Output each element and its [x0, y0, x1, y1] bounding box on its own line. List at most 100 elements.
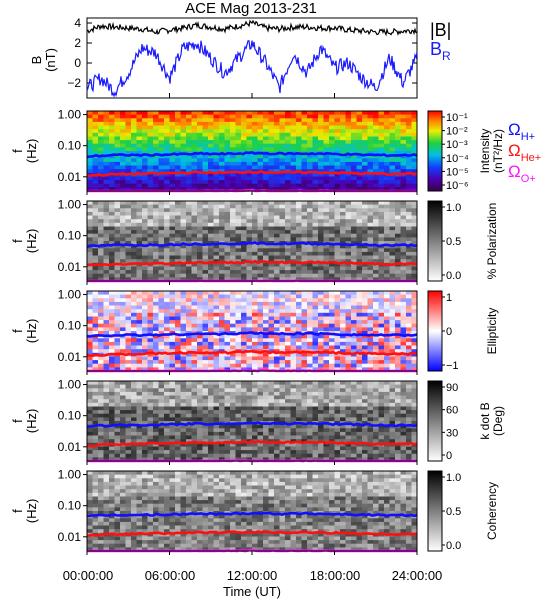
spectrogram-cell	[373, 341, 379, 346]
spectrogram-cell	[351, 169, 357, 174]
spectrogram-cell	[290, 356, 297, 361]
spectrogram-cell	[246, 183, 253, 188]
spectrogram-cell	[180, 237, 187, 242]
spectrogram-cell	[197, 402, 203, 407]
spectrogram-cell	[334, 316, 341, 321]
spectrogram-cell	[340, 132, 346, 137]
spectrogram-cell	[307, 316, 313, 321]
spectrogram-cell	[362, 294, 368, 299]
spectrogram-cell	[235, 363, 242, 368]
spectrogram-cell	[241, 298, 247, 303]
spectrogram-cell	[296, 413, 302, 418]
spectrogram-cell	[257, 435, 264, 440]
spectrogram-cell	[268, 391, 275, 396]
spectrogram-cell	[92, 259, 99, 264]
spectrogram-cell	[246, 381, 253, 385]
spectrogram-cell	[164, 204, 170, 209]
spectrogram-cell	[191, 165, 198, 170]
spectrogram-cell	[307, 384, 313, 389]
spectrogram-cell	[142, 384, 148, 389]
spectrogram-cell	[329, 114, 335, 119]
spectrogram-cell	[395, 158, 401, 163]
spectrogram-cell	[252, 410, 258, 415]
spectrogram-cell	[147, 312, 154, 317]
spectrogram-cell	[400, 151, 407, 155]
spectrogram-cell	[120, 402, 126, 407]
spectrogram-cell	[197, 395, 203, 400]
spectrogram-cell	[312, 309, 319, 314]
spectrogram-cell	[252, 111, 258, 115]
spectrogram-cell	[125, 129, 132, 134]
spectrogram-cell	[367, 262, 374, 267]
spectrogram-cell	[153, 384, 159, 389]
spectrogram-cell	[340, 154, 346, 159]
freq-ylabel-unit: (Hz)	[24, 229, 39, 254]
spectrogram-cell	[197, 410, 203, 415]
spectrogram-cell	[351, 316, 357, 321]
spectrogram-cell	[147, 118, 154, 123]
spectrogram-cell	[208, 428, 214, 433]
colorbar-tick-label: 1.0	[446, 202, 461, 214]
spectrogram-cell	[202, 277, 209, 282]
spectrogram-cell	[186, 180, 192, 185]
spectrogram-cell	[136, 298, 143, 303]
spectrogram-cell	[131, 183, 137, 188]
spectrogram-cell	[395, 237, 401, 242]
spectrogram-cell	[329, 172, 335, 177]
spectrogram-cell	[120, 208, 126, 213]
spectrogram-cell	[395, 309, 401, 314]
spectrogram-cell	[312, 244, 319, 249]
spectrogram-cell	[329, 305, 335, 310]
spectrogram-cell	[224, 399, 231, 404]
spectrogram-cell	[219, 305, 225, 310]
spectrogram-cell	[169, 143, 176, 148]
spectrogram-cell	[202, 305, 209, 310]
spectrogram-cell	[92, 381, 99, 385]
spectrogram-cell	[219, 360, 225, 365]
spectrogram-cell	[395, 143, 401, 148]
spectrogram-cell	[362, 244, 368, 249]
spectrogram-cell	[153, 334, 159, 339]
spectrogram-cell	[175, 140, 181, 145]
spectrogram-cell	[362, 360, 368, 365]
spectrogram-cell	[334, 222, 341, 227]
spectrogram-cell	[186, 262, 192, 267]
spectrogram-cell	[169, 154, 176, 159]
spectrogram-cell	[301, 211, 308, 216]
spectrogram-cell	[268, 140, 275, 145]
spectrogram-cell	[202, 114, 209, 119]
spectrogram-cell	[175, 172, 181, 177]
spectrogram-cell	[268, 270, 275, 275]
spectrogram-cell	[334, 352, 341, 357]
spectrogram-cell	[307, 187, 313, 192]
spectrogram-cell	[235, 208, 242, 213]
spectrogram-cell	[164, 273, 170, 278]
spectrogram-cell	[318, 183, 324, 188]
spectrogram-cell	[109, 230, 115, 235]
spectrogram-cell	[180, 360, 187, 365]
spectrogram-cell	[224, 172, 231, 177]
spectrogram-cell	[235, 345, 242, 350]
spectrogram-cell	[400, 316, 407, 321]
spectrogram-cell	[384, 349, 390, 354]
spectrogram-cell	[274, 183, 280, 188]
spectrogram-cell	[345, 176, 352, 181]
spectrogram-cell	[345, 349, 352, 354]
spectrogram-cell	[120, 301, 126, 306]
spectrogram-cell	[356, 273, 363, 278]
spectrogram-cell	[362, 143, 368, 148]
spectrogram-cell	[153, 316, 159, 321]
spectrogram-cell	[235, 161, 242, 166]
spectrogram-cell	[290, 360, 297, 365]
spectrogram-cell	[103, 204, 110, 209]
spectrogram-cell	[334, 327, 341, 332]
spectrogram-cell	[202, 266, 209, 271]
spectrogram-cell	[175, 180, 181, 185]
spectrogram-cell	[323, 172, 330, 177]
spectrogram-cell	[301, 273, 308, 278]
spectrogram-cell	[114, 388, 121, 393]
panel-polarization: 1.000.100.01f (Hz)1.00.50.0% Polarization	[10, 198, 499, 285]
spectrogram-cell	[92, 204, 99, 209]
spectrogram-cell	[175, 410, 181, 415]
spectrogram-cell	[340, 270, 346, 275]
